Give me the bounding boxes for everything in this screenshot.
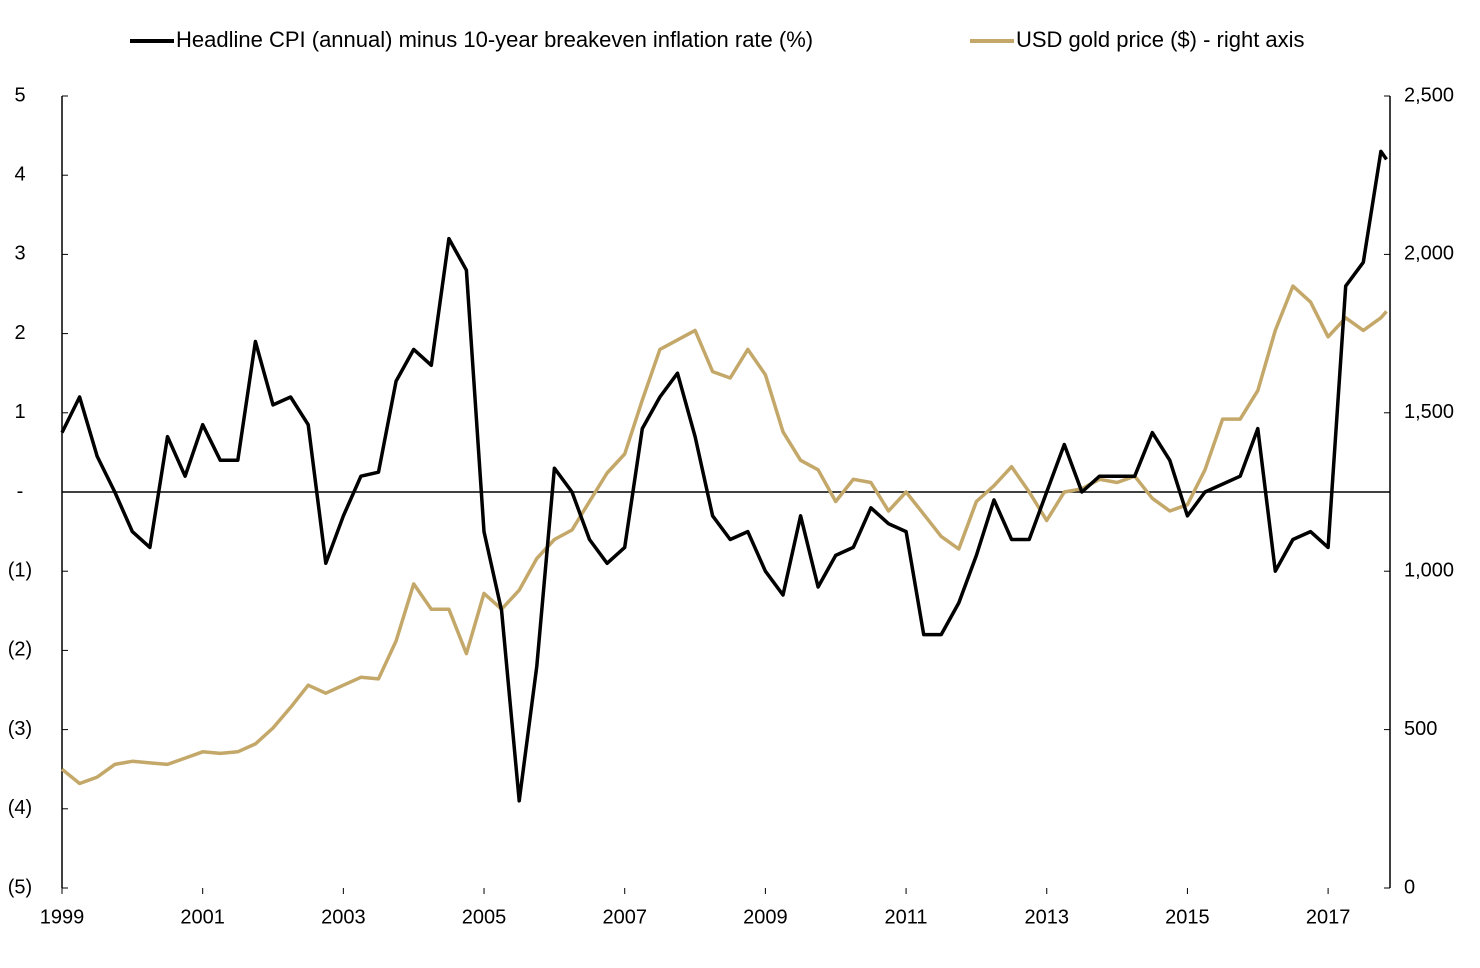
x-tick-label: 2015 [1165,906,1210,928]
y-tick-label: (4) [8,797,32,819]
y-tick-label: 1 [14,401,25,423]
legend-label: Headline CPI (annual) minus 10-year brea… [176,27,813,52]
y2-tick-label: 2,000 [1404,243,1454,265]
x-tick-label: 2017 [1306,906,1351,928]
y-tick-label: 3 [14,243,25,265]
legend-label: USD gold price ($) - right axis [1016,27,1305,52]
y2-tick-label: 2,500 [1404,84,1454,106]
series-line [60,149,1388,803]
x-tick-label: 1999 [40,906,85,928]
x-tick-label: 2005 [462,906,507,928]
x-tick-label: 2003 [321,906,366,928]
x-tick-label: 2009 [743,906,788,928]
y-tick-label: 5 [14,84,25,106]
y-tick-label: - [17,480,24,502]
y-tick-label: (1) [8,559,32,581]
y-tick-label: (5) [8,876,32,898]
y-tick-label: 4 [14,163,25,185]
x-tick-label: 2011 [885,906,928,928]
y2-tick-label: 500 [1404,718,1437,740]
series-line [60,284,1388,786]
y2-tick-label: 1,500 [1404,401,1454,423]
x-tick-label: 2001 [180,906,225,928]
x-tick-label: 2013 [1024,906,1069,928]
y-tick-label: (2) [8,639,32,661]
y2-tick-label: 1,000 [1404,559,1454,581]
y-tick-label: (3) [8,718,32,740]
x-tick-label: 2007 [602,906,647,928]
y2-tick-label: 0 [1404,876,1415,898]
y-tick-label: 2 [14,322,25,344]
